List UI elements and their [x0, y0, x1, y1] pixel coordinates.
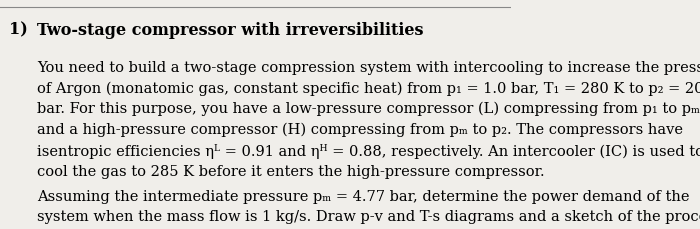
Text: You need to build a two-stage compression system with intercooling to increase t: You need to build a two-stage compressio…: [37, 61, 700, 179]
Text: Assuming the intermediate pressure pₘ = 4.77 bar, determine the power demand of : Assuming the intermediate pressure pₘ = …: [37, 190, 700, 224]
Text: Two-stage compressor with irreversibilities: Two-stage compressor with irreversibilit…: [37, 22, 424, 39]
Text: 1): 1): [9, 22, 28, 39]
